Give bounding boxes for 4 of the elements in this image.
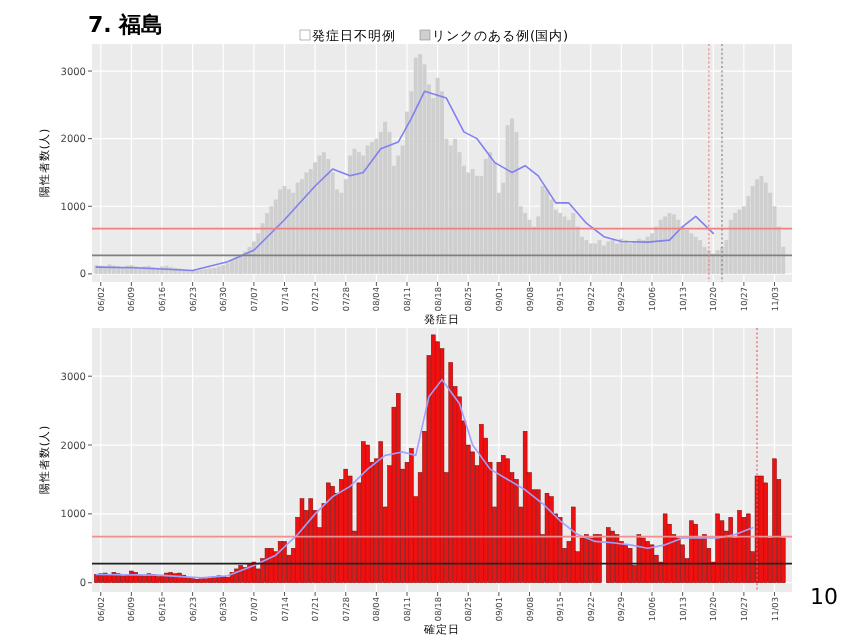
chart-title: 7. 福島 <box>88 12 164 38</box>
text: 10 <box>810 584 838 610</box>
line-series <box>95 90 715 272</box>
line-series <box>95 378 754 579</box>
